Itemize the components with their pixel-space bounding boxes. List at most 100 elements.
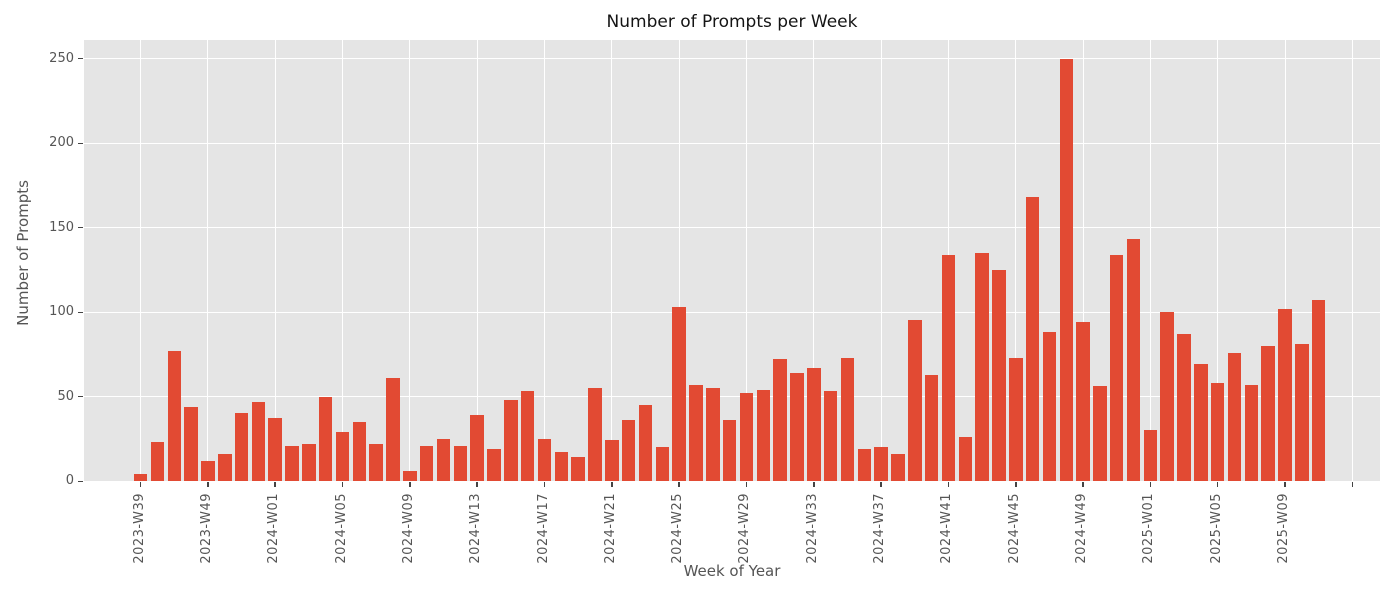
bar (924, 374, 939, 481)
bar (504, 399, 518, 481)
x-tick-mark (1082, 482, 1084, 487)
x-tick-label: 2024-W17 (535, 493, 551, 564)
x-tick-mark (543, 482, 546, 487)
x-tick-label: 2024-W37 (872, 493, 888, 564)
x-tick-mark (139, 482, 142, 487)
bar (588, 388, 602, 481)
y-tick-mark (78, 227, 83, 229)
x-gridline (476, 40, 478, 481)
bar (1295, 344, 1309, 481)
bar (554, 452, 569, 481)
bar (470, 415, 484, 481)
bar (571, 457, 585, 481)
x-tick-mark (678, 482, 680, 487)
x-tick-label: 2024-W13 (468, 493, 484, 564)
x-gridline (140, 40, 142, 481)
x-gridline (409, 40, 411, 481)
bar (840, 357, 855, 481)
x-tick-label: 2024-W33 (804, 493, 820, 564)
bar (520, 391, 535, 481)
x-gridline (1149, 40, 1151, 481)
bar (1093, 386, 1107, 481)
bar (756, 389, 771, 481)
bar (1227, 352, 1242, 481)
bar (1261, 345, 1275, 481)
x-gridline (611, 40, 613, 481)
x-tick-label: 2024-W45 (1006, 493, 1022, 564)
bar (318, 396, 333, 481)
x-gridline (1284, 40, 1286, 481)
bar (1177, 334, 1191, 481)
y-gridline (84, 311, 1380, 313)
bar (790, 372, 804, 481)
x-tick-label: 2024-W05 (333, 493, 349, 564)
bar (537, 438, 552, 481)
y-gridline (84, 58, 1380, 60)
y-tick-label: 0 (65, 473, 74, 488)
bar (386, 377, 400, 481)
bar (1278, 308, 1292, 481)
x-tick-mark (813, 482, 815, 487)
bar (335, 432, 350, 481)
bar (1109, 254, 1124, 481)
x-tick-label: 2023-W39 (131, 493, 147, 564)
x-tick-mark (745, 482, 748, 487)
y-tick-mark (78, 58, 83, 60)
bar (167, 350, 181, 481)
x-tick-mark (947, 482, 950, 487)
x-tick-mark (274, 482, 276, 487)
y-tick-mark (78, 480, 83, 482)
bar (1311, 300, 1326, 481)
plot-area (84, 40, 1380, 482)
x-tick-label: 2024-W01 (266, 493, 282, 564)
bar (1244, 384, 1259, 481)
x-gridline (274, 40, 276, 481)
bar (621, 420, 636, 481)
x-tick-mark (1284, 482, 1286, 487)
bar (1160, 312, 1174, 481)
bar (941, 254, 956, 481)
x-gridline (1351, 40, 1353, 481)
x-tick-mark (1351, 482, 1354, 487)
bar (605, 440, 619, 481)
bar (975, 252, 989, 481)
bar (285, 445, 299, 481)
x-gridline (678, 40, 680, 481)
bar (1025, 197, 1040, 481)
y-tick-label: 250 (49, 50, 74, 66)
bar (706, 388, 720, 481)
bar (1210, 383, 1225, 481)
x-tick-mark (1015, 482, 1017, 487)
x-gridline (544, 40, 546, 481)
bar (201, 460, 215, 481)
x-tick-label: 2024-W49 (1074, 493, 1090, 564)
x-gridline (880, 40, 882, 481)
x-gridline (1015, 40, 1017, 481)
bar (857, 448, 872, 481)
x-tick-mark (409, 482, 411, 487)
bar (234, 413, 249, 481)
x-tick-label: 2024-W09 (400, 493, 416, 564)
x-gridline (745, 40, 747, 481)
bar (1042, 332, 1057, 481)
bar (1076, 322, 1090, 481)
bar (453, 445, 468, 481)
bar (722, 420, 737, 481)
x-gridline (342, 40, 344, 481)
x-tick-label: 2023-W49 (198, 493, 214, 564)
x-gridline (1217, 40, 1219, 481)
x-gridline (207, 40, 209, 481)
bar (1143, 430, 1158, 481)
x-tick-mark (476, 482, 478, 487)
y-gridline (84, 227, 1380, 229)
bar (908, 320, 922, 481)
x-tick-label: 2024-W29 (737, 493, 753, 564)
bar (403, 470, 417, 481)
y-tick-label: 100 (49, 304, 74, 320)
bar (436, 438, 451, 481)
bar (251, 401, 266, 481)
bar (638, 404, 653, 481)
y-tick-mark (78, 396, 83, 398)
x-tick-mark (1216, 482, 1219, 487)
